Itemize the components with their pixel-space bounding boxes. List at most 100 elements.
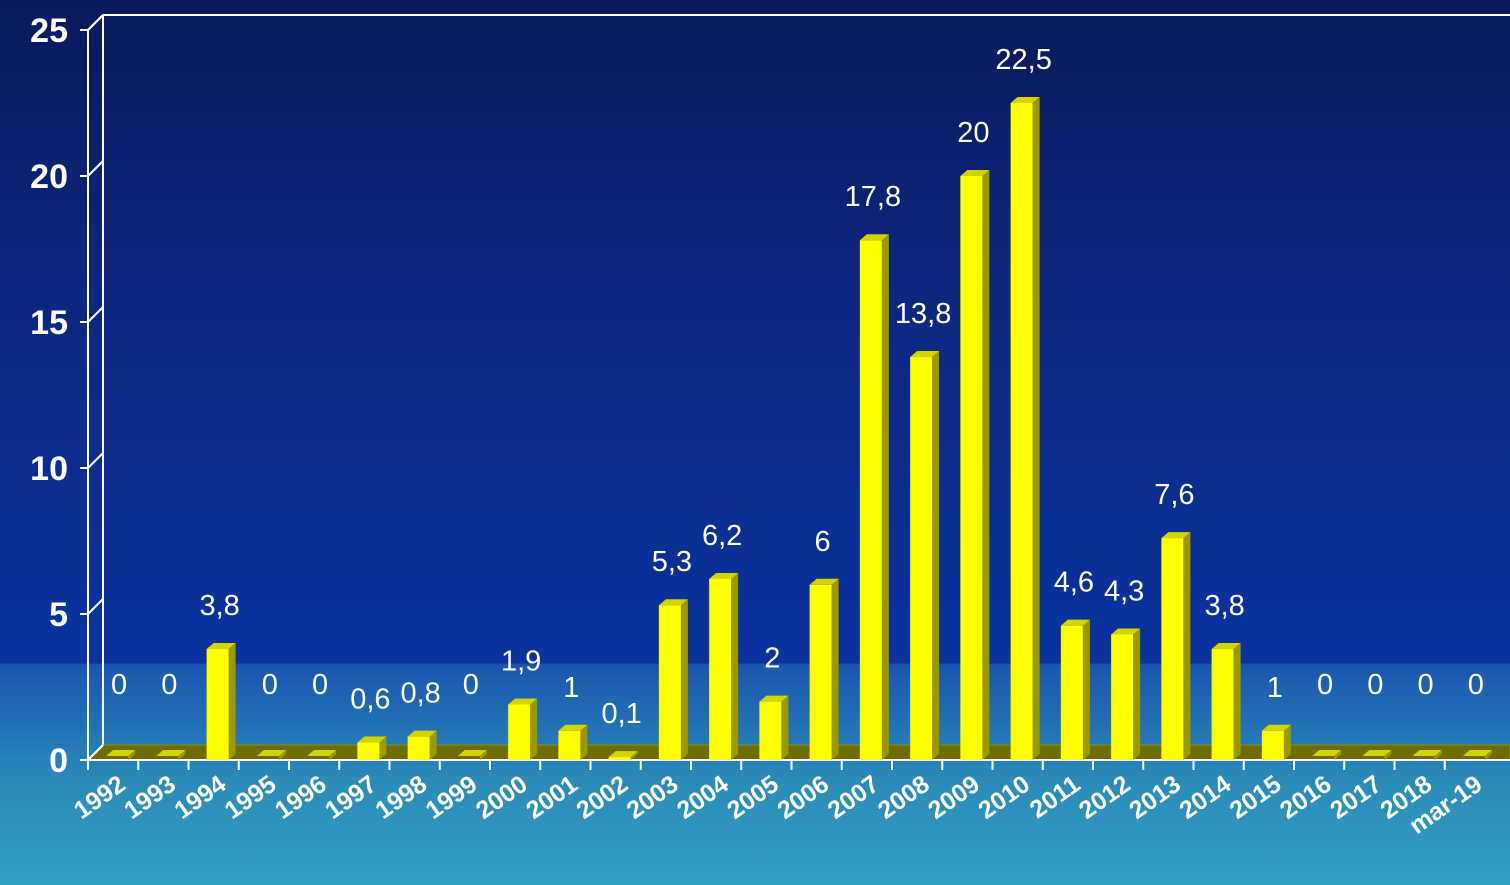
x-tick-label: 2004 [672,770,734,825]
data-label: 0,6 [350,683,390,715]
bar-side [982,170,990,760]
bar-top [910,351,940,358]
bar-top [1412,750,1442,756]
data-label: 5,3 [652,546,692,578]
bar-top [558,724,588,731]
bar [508,704,531,760]
bar [1261,730,1284,760]
x-tick-label: 1992 [69,770,131,825]
data-label: 0 [1418,669,1434,701]
bar-top [206,643,236,650]
x-tick-label: 1994 [169,770,231,825]
bar-side [479,750,487,760]
bar-side [1384,750,1392,760]
bar-top [608,751,638,758]
data-label: 13,8 [895,298,951,330]
x-tick-label: 2016 [1275,770,1337,825]
bar-side [1082,619,1090,760]
bar-side [278,750,286,760]
bar-side [831,578,839,760]
data-label: 17,8 [845,181,901,213]
bar-side [881,234,889,761]
bar [206,649,229,760]
bar-side [731,572,739,760]
bar [960,176,983,760]
bar-top [1161,532,1191,539]
x-tick-label: 2017 [1325,770,1387,825]
bar [1111,634,1134,760]
bar-side [530,698,538,760]
bar-side [781,695,789,760]
bar-top [407,730,437,737]
data-label: 7,6 [1154,479,1194,511]
bar-top [1010,97,1040,103]
data-label: 0 [1367,669,1383,701]
bar [809,584,832,760]
y-tick-depth-line [87,160,104,177]
bar [910,357,933,760]
bar [608,757,631,760]
x-tick-label: 2002 [571,770,633,825]
x-tick-label: 1998 [370,770,432,825]
y-tick-depth-line [87,306,104,323]
y-tick-label: 20 [30,158,68,196]
bar-top [457,750,487,756]
bar [658,605,681,760]
bar-side [178,750,186,760]
data-label: 0 [1317,669,1333,701]
bar-side [1233,643,1241,760]
y-tick-label: 0 [49,742,68,780]
data-label: 0 [312,669,328,701]
data-label: 22,5 [995,44,1051,76]
data-label: 0 [262,669,278,701]
bar-side [128,750,136,760]
bar-top [1261,724,1291,731]
y-tick-label: 5 [49,596,68,634]
bar-top [759,695,789,702]
bar [859,240,882,761]
chart-floor [86,744,1510,761]
bar-top [508,698,538,705]
bar-side [932,351,940,760]
bar [1010,103,1033,760]
x-tick-label: 2010 [973,770,1035,825]
y-tick-label: 10 [30,450,68,488]
bar-top [1312,750,1342,756]
bar-top [809,578,839,585]
x-axis-ticks: 1992199319941995199619971998199920002001… [69,760,1487,840]
bar [759,701,782,760]
x-tick-label: 2011 [1025,770,1086,824]
chart-data-labels: 0 03,80 0 0,6 0,8 01,910,15,36,22617,813,8202… [111,44,1484,730]
bar [558,730,581,760]
data-label: 0 [161,669,177,701]
data-label: 1 [1267,672,1283,704]
x-tick-label: 2013 [1124,770,1186,825]
bar-side [329,750,337,760]
x-tick-label: 2005 [722,770,784,825]
x-tick-label: 2006 [772,770,834,825]
x-tick-label: 2000 [471,770,533,825]
x-tick-label: 1995 [220,770,282,825]
bar-side [379,736,387,760]
chart-axes [86,14,1510,761]
bar [1161,538,1184,760]
chart-bars [106,97,1492,761]
bar-top [709,572,739,579]
bar-top [1362,750,1392,756]
bar-top [307,750,337,756]
y-tick-label: 15 [30,304,68,342]
x-tick-label: 1996 [270,770,332,825]
bar-top [1060,619,1090,626]
bar-side [630,751,638,760]
data-label: 6,2 [702,520,742,552]
data-label: 1 [563,672,579,704]
bar [709,578,732,760]
bar [1060,625,1083,760]
bar-top [960,170,990,176]
bar-top [1211,643,1241,650]
data-label: 6 [815,526,831,558]
x-tick-label: 2001 [521,770,583,825]
bar-side [429,730,437,760]
x-tick-label: 2007 [823,770,885,825]
